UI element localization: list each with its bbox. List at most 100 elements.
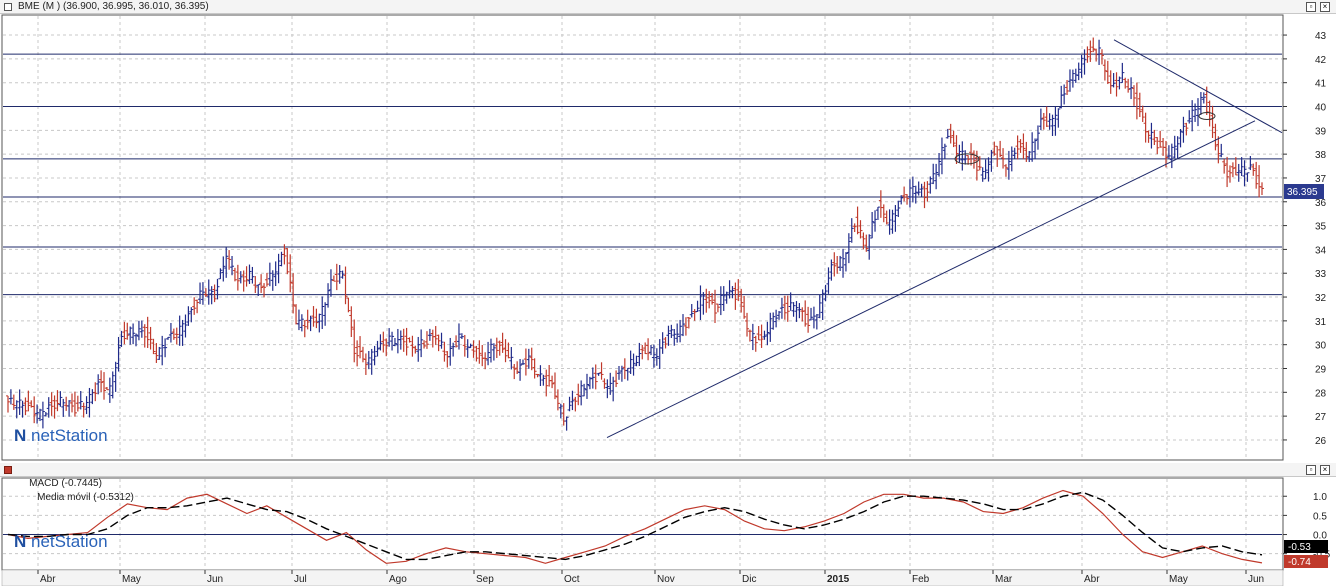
ohlc-bar xyxy=(983,159,988,180)
ohlc-bar xyxy=(762,330,767,340)
ohlc-bar xyxy=(212,284,217,303)
ohlc-bar xyxy=(270,270,275,291)
ohlc-bar xyxy=(756,326,761,341)
ohlc-bar xyxy=(992,141,997,156)
ohlc-bar xyxy=(1134,82,1139,120)
ohlc-bar xyxy=(1169,143,1174,169)
ohlc-bar xyxy=(1152,129,1157,146)
price-y-tick-label: 26 xyxy=(1315,436,1327,447)
ohlc-bar xyxy=(35,404,40,424)
ohlc-bar xyxy=(419,329,424,358)
close-button[interactable]: × xyxy=(1320,465,1330,475)
ohlc-bar xyxy=(491,343,496,361)
ohlc-bar xyxy=(608,372,613,395)
ohlc-bar xyxy=(366,350,371,370)
ohlc-bar xyxy=(724,291,729,304)
ohlc-bar xyxy=(1053,106,1058,136)
restore-button[interactable]: ▫ xyxy=(1306,2,1316,12)
ohlc-bar xyxy=(134,333,139,347)
ohlc-bar xyxy=(843,252,848,272)
ohlc-bar xyxy=(753,335,758,352)
price-y-tick-label: 42 xyxy=(1315,55,1327,66)
macd-watermark: N netStation xyxy=(14,532,108,551)
macd-line xyxy=(7,489,1263,564)
ohlc-bar xyxy=(401,328,406,352)
ohlc-bar xyxy=(1181,116,1186,143)
ohlc-bar xyxy=(267,262,272,287)
ohlc-bar xyxy=(512,364,517,380)
ohlc-bar xyxy=(721,286,726,311)
price-y-tick-label: 28 xyxy=(1315,388,1327,399)
ohlc-bar xyxy=(387,328,392,347)
ohlc-bar xyxy=(710,293,715,305)
ohlc-bar xyxy=(913,185,918,204)
price-y-tick-label: 34 xyxy=(1315,245,1327,256)
ohlc-bar xyxy=(616,365,621,380)
ohlc-bar xyxy=(67,400,72,417)
ohlc-bar xyxy=(221,256,226,282)
ohlc-bar xyxy=(1239,157,1244,177)
x-axis-strip xyxy=(1,569,1284,586)
ohlc-bar xyxy=(471,340,476,358)
ohlc-bar xyxy=(951,130,956,148)
ohlc-bar xyxy=(1009,146,1014,172)
price-watermark-text: netStation xyxy=(31,426,108,445)
ohlc-bar xyxy=(573,396,578,412)
ohlc-bar xyxy=(334,263,339,291)
ohlc-bar xyxy=(174,327,179,345)
macd-lines xyxy=(7,489,1263,564)
ohlc-bar xyxy=(209,286,214,305)
x-axis-label: Jun xyxy=(1248,574,1264,585)
ohlc-bar xyxy=(907,179,912,208)
ohlc-bar xyxy=(971,150,976,169)
ohlc-bar xyxy=(785,295,790,322)
ohlc-bar xyxy=(1088,40,1093,62)
ohlc-bar xyxy=(390,331,395,351)
ohlc-bar xyxy=(1190,100,1195,132)
current-price-label: 36.395 xyxy=(1287,187,1318,198)
ohlc-bar xyxy=(1227,165,1232,183)
ohlc-bar xyxy=(1201,92,1206,104)
ohlc-bar xyxy=(520,359,525,365)
x-axis-label: Mar xyxy=(995,574,1013,585)
ohlc-bar xyxy=(1065,80,1070,95)
ohlc-bar xyxy=(596,372,601,376)
close-button[interactable]: × xyxy=(1320,2,1330,12)
x-axis-label: Nov xyxy=(657,574,675,585)
ohlc-bar xyxy=(902,186,907,202)
ohlc-bar xyxy=(302,320,307,338)
ohlc-bar xyxy=(945,128,950,139)
ohlc-bar xyxy=(1198,92,1203,115)
ohlc-bar xyxy=(890,209,895,234)
price-panel-plot[interactable] xyxy=(1,14,1284,461)
ohlc-bar xyxy=(576,383,581,406)
ohlc-bar xyxy=(81,402,86,418)
restore-button[interactable]: ▫ xyxy=(1306,465,1316,475)
ohlc-bar xyxy=(203,288,208,298)
ohlc-bar xyxy=(631,353,636,376)
ohlc-bar xyxy=(49,392,54,416)
ohlc-bar xyxy=(331,275,336,282)
ohlc-bar xyxy=(861,232,866,250)
ohlc-bar xyxy=(966,155,971,165)
ohlc-bar xyxy=(663,337,668,349)
ohlc-bar xyxy=(183,314,188,338)
ohlc-bar xyxy=(46,397,51,418)
ohlc-bar xyxy=(782,295,787,320)
ohlc-bar xyxy=(666,325,671,346)
trendline-resistance xyxy=(1113,39,1283,134)
ohlc-bar xyxy=(93,382,98,402)
ohlc-bar xyxy=(742,295,747,319)
ohlc-bar xyxy=(497,340,502,356)
ohlc-bar xyxy=(1163,140,1168,168)
x-axis-label: Jun xyxy=(207,574,223,585)
macd-panel-plot[interactable] xyxy=(1,477,1284,571)
ohlc-bar xyxy=(637,342,642,367)
ohlc-bar xyxy=(224,247,229,278)
ohlc-bar xyxy=(916,181,921,196)
ohlc-bar xyxy=(1184,122,1189,136)
ohlc-bar xyxy=(349,306,354,338)
ohlc-bar xyxy=(14,400,19,419)
ohlc-bar xyxy=(72,391,77,417)
ohlc-bar xyxy=(759,324,764,348)
